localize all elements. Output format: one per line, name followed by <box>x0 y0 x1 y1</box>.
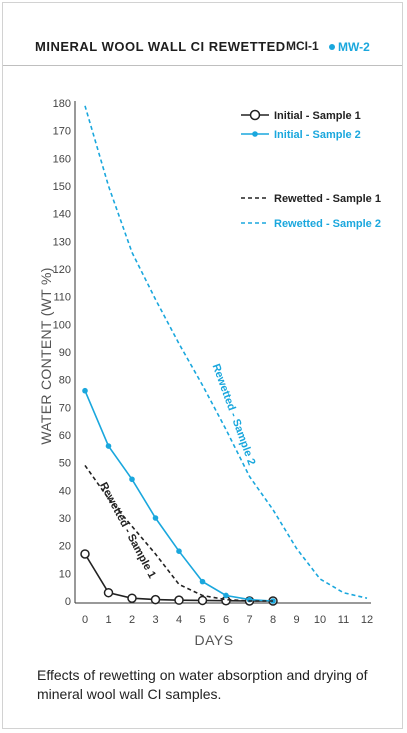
y-tick-label: 40 <box>59 485 71 497</box>
series-line-4 <box>84 105 368 599</box>
line-chart: 0102030405060708090100110120130140150160… <box>38 98 381 648</box>
legend-label-2: Initial - Sample 2 <box>274 129 361 141</box>
series-2-point <box>199 578 206 585</box>
series-line-3 <box>84 464 273 602</box>
y-tick-label: 160 <box>53 153 71 165</box>
x-tick-label: 9 <box>293 614 299 626</box>
series-1-point <box>103 587 114 598</box>
series-2-point <box>82 387 88 394</box>
legend-label-3: Rewetted - Sample 1 <box>274 193 381 205</box>
y-tick-label: 50 <box>59 458 71 470</box>
x-axis-label: DAYS <box>194 632 233 648</box>
x-tick-label: 7 <box>246 614 252 626</box>
y-tick-label: 10 <box>59 568 71 580</box>
header-legend-item-2: MW-2 <box>329 40 370 54</box>
y-axis-label: WATER CONTENT (WT %) <box>38 267 54 444</box>
x-tick-label: 6 <box>223 614 229 626</box>
chart-header: MINERAL WOOL WALL CI REWETTED MCI-1 MW-2 <box>3 3 402 66</box>
x-tick-label: 10 <box>314 614 326 626</box>
y-tick-label: 60 <box>59 430 71 442</box>
annotation-label-1: Rewetted - Sample 2 <box>210 362 258 467</box>
y-tick-label: 90 <box>59 347 71 359</box>
series-2-point <box>105 443 112 449</box>
chart-title: MINERAL WOOL WALL CI REWETTED <box>35 39 286 54</box>
annotation-label-2: Rewetted - Sample 1 <box>97 480 158 580</box>
y-tick-label: 120 <box>53 264 71 276</box>
legend-marker-2 <box>252 131 258 137</box>
series-1-point <box>80 549 90 559</box>
blue-dot-icon <box>329 44 336 50</box>
series-2-point <box>152 515 159 521</box>
chart-card: MINERAL WOOL WALL CI REWETTED MCI-1 MW-2… <box>2 2 403 729</box>
series-2-point <box>176 548 182 554</box>
header-legend-label-2: MW-2 <box>338 40 370 54</box>
y-tick-label: 100 <box>53 319 71 331</box>
y-tick-label: 30 <box>59 513 71 525</box>
header-legend-label-1: MCI-1 <box>286 39 319 53</box>
y-tick-label: 170 <box>53 126 71 138</box>
series-2-point <box>223 592 229 599</box>
series-1-point <box>150 594 161 605</box>
y-tick-label: 150 <box>53 181 71 193</box>
y-tick-label: 110 <box>53 292 71 304</box>
y-tick-label: 130 <box>53 236 71 248</box>
x-tick-label: 4 <box>176 614 182 626</box>
series-2-point <box>129 476 135 483</box>
x-tick-label: 5 <box>199 614 205 626</box>
legend-label-1: Initial - Sample 1 <box>274 110 361 122</box>
y-tick-label: 140 <box>53 209 71 221</box>
x-tick-label: 2 <box>129 614 135 626</box>
y-tick-label: 70 <box>59 402 71 414</box>
series-1-point <box>197 595 208 606</box>
y-tick-label: 80 <box>59 375 71 387</box>
x-tick-label: 12 <box>361 614 373 626</box>
y-tick-label: 20 <box>59 541 71 553</box>
x-tick-label: 11 <box>338 614 349 626</box>
legend-label-4: Rewetted - Sample 2 <box>274 218 381 230</box>
y-tick-label: 0 <box>65 596 71 608</box>
x-tick-label: 0 <box>82 614 88 626</box>
series-1-point <box>174 595 184 605</box>
legend-marker-1 <box>249 109 261 121</box>
x-tick-label: 8 <box>270 614 276 626</box>
y-tick-label: 180 <box>53 98 71 110</box>
series-1-point <box>127 593 137 603</box>
chart-caption: Effects of rewetting on water absorption… <box>37 667 368 702</box>
header-legend: MCI-1 MW-2 <box>286 39 377 54</box>
x-tick-label: 1 <box>105 614 111 626</box>
x-tick-label: 3 <box>152 614 158 626</box>
series-line-1 <box>84 553 273 602</box>
header-legend-item-1: MCI-1 <box>286 39 319 53</box>
